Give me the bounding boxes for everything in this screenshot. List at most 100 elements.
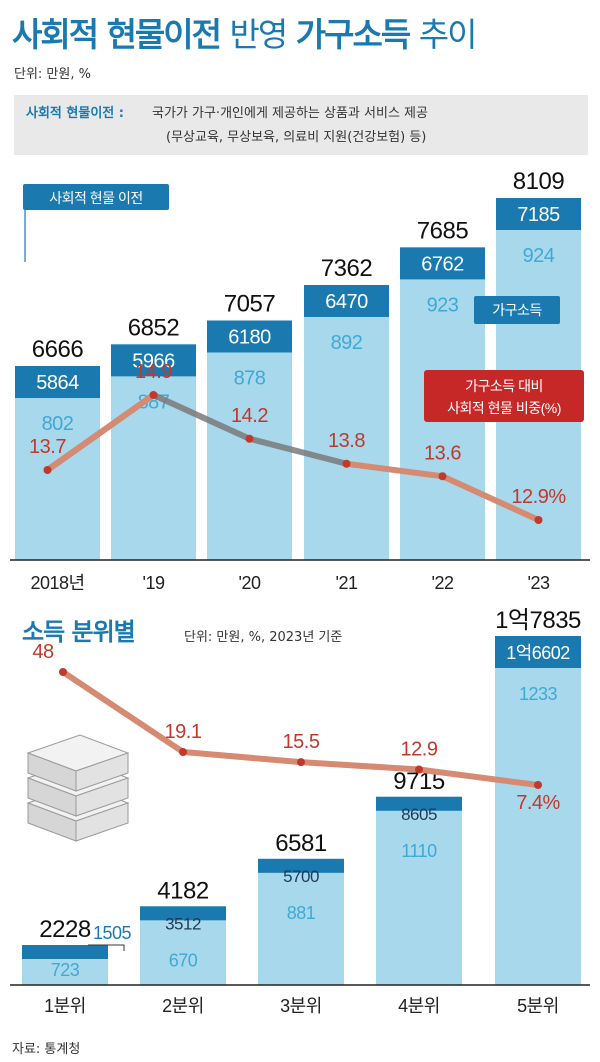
- quintile-ratio-label: 12.9: [401, 738, 438, 760]
- legend-ratio-line2: 사회적 현물 비중(%): [447, 400, 561, 416]
- quintile-ratio-point: [59, 668, 67, 676]
- ratio-value-label: 14.9: [135, 361, 172, 383]
- quintile-ratio-label: 7.4%: [516, 792, 560, 814]
- quintile-total-label: 2228: [39, 916, 91, 943]
- bar-income-band-4: [400, 247, 485, 280]
- income-value-label: 6762: [421, 253, 464, 275]
- quintile-bar-total-4: [495, 636, 581, 985]
- ratio-point: [149, 391, 158, 399]
- legend-income-label: 가구소득: [492, 302, 542, 318]
- title-part1: 사회적 현물이전: [12, 15, 222, 54]
- income-value-label: 5966: [132, 350, 175, 372]
- quintile-ratio-point: [534, 781, 542, 789]
- quintile-income-label: 5700: [283, 867, 319, 886]
- quintile-x-tick-label: 5분위: [517, 996, 559, 1016]
- total-value-label: 7685: [417, 217, 469, 244]
- section2-title: 소득 분위별: [22, 618, 136, 646]
- income-value-label: 7185: [517, 204, 560, 226]
- title-part3: 가구소득: [295, 15, 411, 54]
- quintile-total-label: 1억7835: [495, 607, 581, 634]
- legend-transfer-label: 사회적 현물 이전: [49, 190, 142, 206]
- source-label: 자료: 통계청: [12, 1042, 81, 1057]
- ratio-point: [245, 434, 254, 443]
- quintile-bar-income-band-3: [376, 796, 462, 811]
- quintile-x-tick-label: 2분위: [162, 996, 204, 1016]
- total-value-label: 7057: [224, 290, 276, 317]
- quintile-ratio-line: [61, 669, 539, 788]
- money-stack-icon: [26, 734, 130, 842]
- legend-ratio-box: [424, 370, 584, 422]
- ratio-value-label: 14.2: [231, 405, 268, 427]
- quintile-bar-total-3: [376, 796, 462, 985]
- title-part4: 추이: [418, 15, 478, 54]
- income-leader-line: [88, 944, 125, 951]
- total-value-label: 8109: [513, 168, 565, 195]
- note-line1: 국가가 가구·개인에게 제공하는 상품과 서비스 제공: [152, 106, 428, 121]
- bar-income-band-0: [15, 366, 100, 399]
- quintile-bar-income-band-1: [140, 906, 226, 921]
- ratio-value-label: 13.7: [29, 436, 66, 458]
- transfer-value-label: 802: [42, 413, 74, 435]
- bar-income-band-1: [111, 344, 196, 377]
- x-tick-label: '19: [143, 573, 165, 593]
- quintile-ratio-label: 48: [32, 641, 54, 663]
- ratio-value-label: 13.8: [328, 430, 365, 452]
- quintile-transfer-label: 1110: [401, 841, 437, 861]
- legend-income-box: [474, 296, 560, 324]
- x-tick-label: 2018년: [30, 573, 84, 593]
- total-value-label: 6666: [32, 336, 84, 363]
- quintile-ratio-label: 15.5: [283, 731, 320, 753]
- total-value-label: 6852: [128, 314, 180, 341]
- total-value-label: 7362: [321, 255, 373, 282]
- transfer-value-label: 892: [331, 332, 363, 354]
- quintile-x-tick-label: 1분위: [44, 996, 86, 1016]
- ratio-point: [43, 466, 52, 474]
- quintile-bar-income-band-4: [495, 636, 581, 668]
- quintile-x-tick-label: 3분위: [280, 996, 322, 1016]
- ratio-value-label: 13.6: [424, 442, 461, 464]
- page-title: 사회적 현물이전 반영 가구소득 추이: [12, 8, 478, 56]
- title-part2: 반영: [229, 15, 289, 54]
- unit-label-top: 단위: 만원, %: [14, 67, 91, 82]
- ratio-point: [342, 459, 351, 468]
- quintile-income-label: 1억6602: [506, 643, 570, 663]
- quintile-ratio-point: [179, 748, 187, 756]
- quintile-income-label: 1505: [93, 923, 132, 943]
- quintile-ratio-point: [415, 765, 423, 774]
- bill-right-face: [75, 802, 129, 842]
- bar-total-3: [304, 284, 389, 560]
- bar-income-band-2: [207, 320, 292, 353]
- note-line2: (무상교육, 무상보육, 의료비 지원(건강보험) 등): [166, 130, 427, 145]
- x-tick-label: '23: [528, 573, 550, 593]
- bill-right-face: [75, 752, 129, 792]
- income-value-label: 6180: [228, 326, 271, 348]
- income-value-label: 5864: [36, 372, 79, 394]
- section2-unit: 단위: 만원, %, 2023년 기준: [184, 630, 343, 645]
- ratio-point: [438, 472, 447, 481]
- bar-total-1: [111, 344, 196, 560]
- quintile-ratio-point: [297, 758, 305, 767]
- definition-note: 사회적 현물이전 : 국가가 가구·개인에게 제공하는 상품과 서비스 제공 (…: [14, 95, 588, 155]
- quintile-bar-income-band-2: [258, 858, 344, 873]
- quintile-transfer-label: 1233: [519, 684, 558, 704]
- bill-right-face: [75, 777, 129, 817]
- quintile-transfer-label: 881: [287, 903, 316, 923]
- transfer-value-label: 923: [427, 294, 459, 316]
- transfer-value-label: 924: [523, 245, 555, 267]
- bar-income-band-3: [304, 284, 389, 317]
- x-tick-label: '22: [432, 573, 454, 593]
- quintile-x-tick-label: 4분위: [398, 996, 440, 1016]
- quintile-bar-income-band-0: [22, 945, 108, 959]
- legend-transfer-box: [23, 184, 169, 210]
- bar-income-band-5: [496, 198, 581, 230]
- x-tick-label: '21: [336, 573, 358, 593]
- legend-ratio-line1: 가구소득 대비: [465, 378, 543, 394]
- quintile-total-label: 6581: [275, 830, 327, 857]
- ratio-value-label: 12.9%: [511, 486, 566, 508]
- ratio-line-segment: [45, 392, 156, 473]
- quintile-bar-total-2: [258, 858, 344, 985]
- quintile-income-label: 3512: [165, 914, 201, 933]
- quintile-transfer-label: 723: [51, 960, 80, 980]
- x-tick-label: '20: [239, 573, 261, 593]
